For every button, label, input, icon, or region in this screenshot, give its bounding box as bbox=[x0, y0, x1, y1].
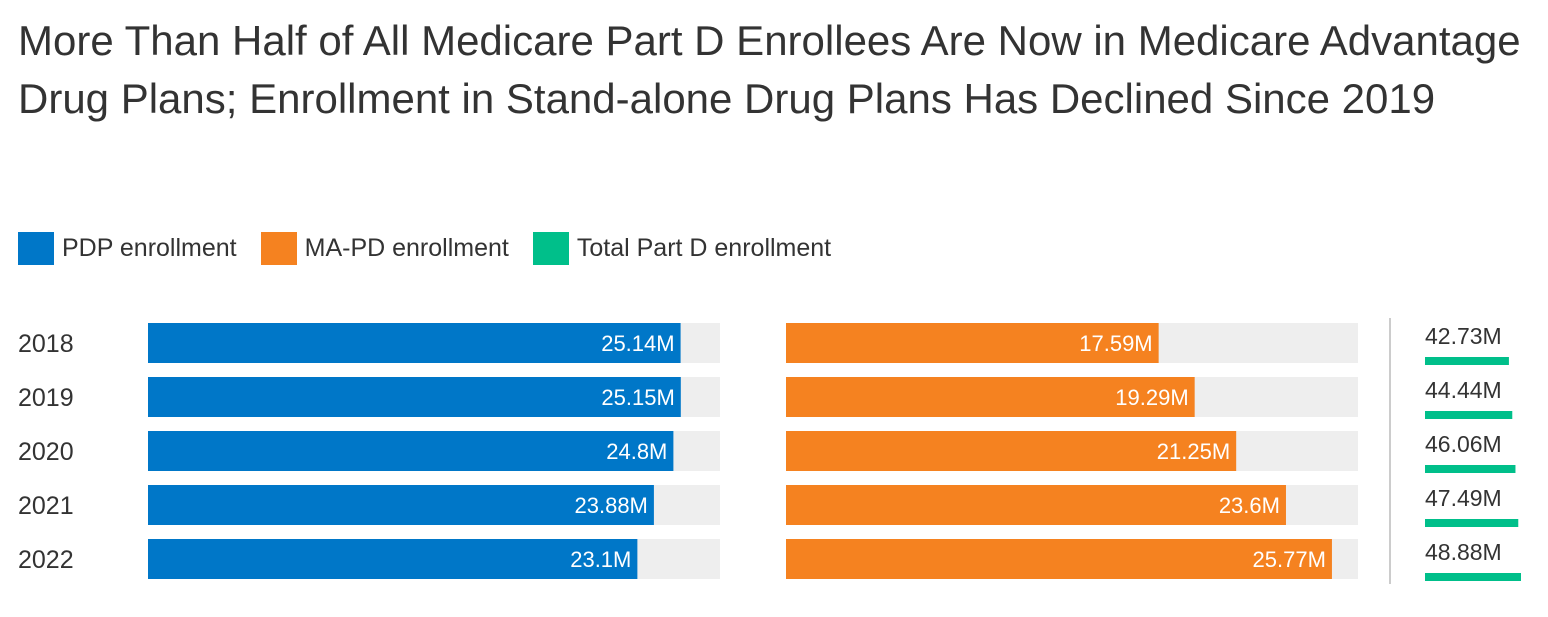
total-value-label-2019: 44.44M bbox=[1425, 377, 1502, 403]
legend-label-total: Total Part D enrollment bbox=[576, 233, 832, 262]
total-value-label-2020: 46.06M bbox=[1425, 431, 1502, 457]
pdp-bar-2021[interactable] bbox=[148, 485, 654, 525]
chart-title: More Than Half of All Medicare Part D En… bbox=[18, 17, 1521, 122]
mapd-bar-2020[interactable] bbox=[786, 431, 1237, 471]
pdp-value-label-2019: 25.15M bbox=[601, 385, 674, 410]
legend-item-pdp[interactable]: PDP enrollment bbox=[18, 231, 237, 265]
legend-swatch-pdp bbox=[18, 231, 54, 265]
mapd-value-label-2020: 21.25M bbox=[1157, 439, 1230, 464]
legend-swatch-total bbox=[532, 231, 569, 265]
pdp-value-label-2022: 23.1M bbox=[570, 547, 631, 572]
year-label-2019: 2019 bbox=[18, 384, 74, 412]
mapd-bar-2021[interactable] bbox=[786, 485, 1286, 525]
pdp-value-label-2020: 24.8M bbox=[606, 439, 667, 464]
year-label-2020: 2020 bbox=[18, 438, 74, 466]
legend-item-mapd[interactable]: MA-PD enrollment bbox=[260, 231, 509, 265]
mapd-value-label-2022: 25.77M bbox=[1253, 547, 1326, 572]
legend-item-total[interactable]: Total Part D enrollment bbox=[532, 231, 832, 265]
mapd-value-label-2018: 17.59M bbox=[1079, 331, 1152, 356]
pdp-bar-2019[interactable] bbox=[148, 377, 681, 417]
pdp-bar-2022[interactable] bbox=[148, 539, 638, 579]
total-value-label-2021: 47.49M bbox=[1425, 485, 1502, 511]
mapd-bar-2019[interactable] bbox=[786, 377, 1195, 417]
year-label-2021: 2021 bbox=[18, 492, 74, 520]
pdp-bar-2018[interactable] bbox=[148, 323, 681, 363]
total-bar-2022[interactable] bbox=[1425, 573, 1521, 581]
mapd-value-label-2019: 19.29M bbox=[1115, 385, 1188, 410]
total-bar-2020[interactable] bbox=[1425, 465, 1516, 473]
total-bar-2019[interactable] bbox=[1425, 411, 1513, 419]
legend-label-pdp: PDP enrollment bbox=[62, 233, 237, 262]
pdp-value-label-2018: 25.14M bbox=[601, 331, 674, 356]
mapd-value-label-2021: 23.6M bbox=[1219, 493, 1280, 518]
legend: PDP enrollment MA-PD enrollment Total Pa… bbox=[18, 230, 855, 266]
total-value-label-2022: 48.88M bbox=[1425, 539, 1502, 565]
pdp-bar-2020[interactable] bbox=[148, 431, 674, 471]
pdp-value-label-2021: 23.88M bbox=[575, 493, 648, 518]
legend-label-mapd: MA-PD enrollment bbox=[304, 233, 509, 262]
year-label-2022: 2022 bbox=[18, 546, 74, 574]
mapd-bar-2022[interactable] bbox=[786, 539, 1332, 579]
legend-swatch-mapd bbox=[260, 231, 297, 265]
year-label-2018: 2018 bbox=[18, 330, 74, 358]
total-bar-2021[interactable] bbox=[1425, 519, 1519, 527]
mapd-bar-2018[interactable] bbox=[786, 323, 1159, 363]
total-bar-2018[interactable] bbox=[1425, 357, 1509, 365]
total-value-label-2018: 42.73M bbox=[1425, 323, 1502, 349]
